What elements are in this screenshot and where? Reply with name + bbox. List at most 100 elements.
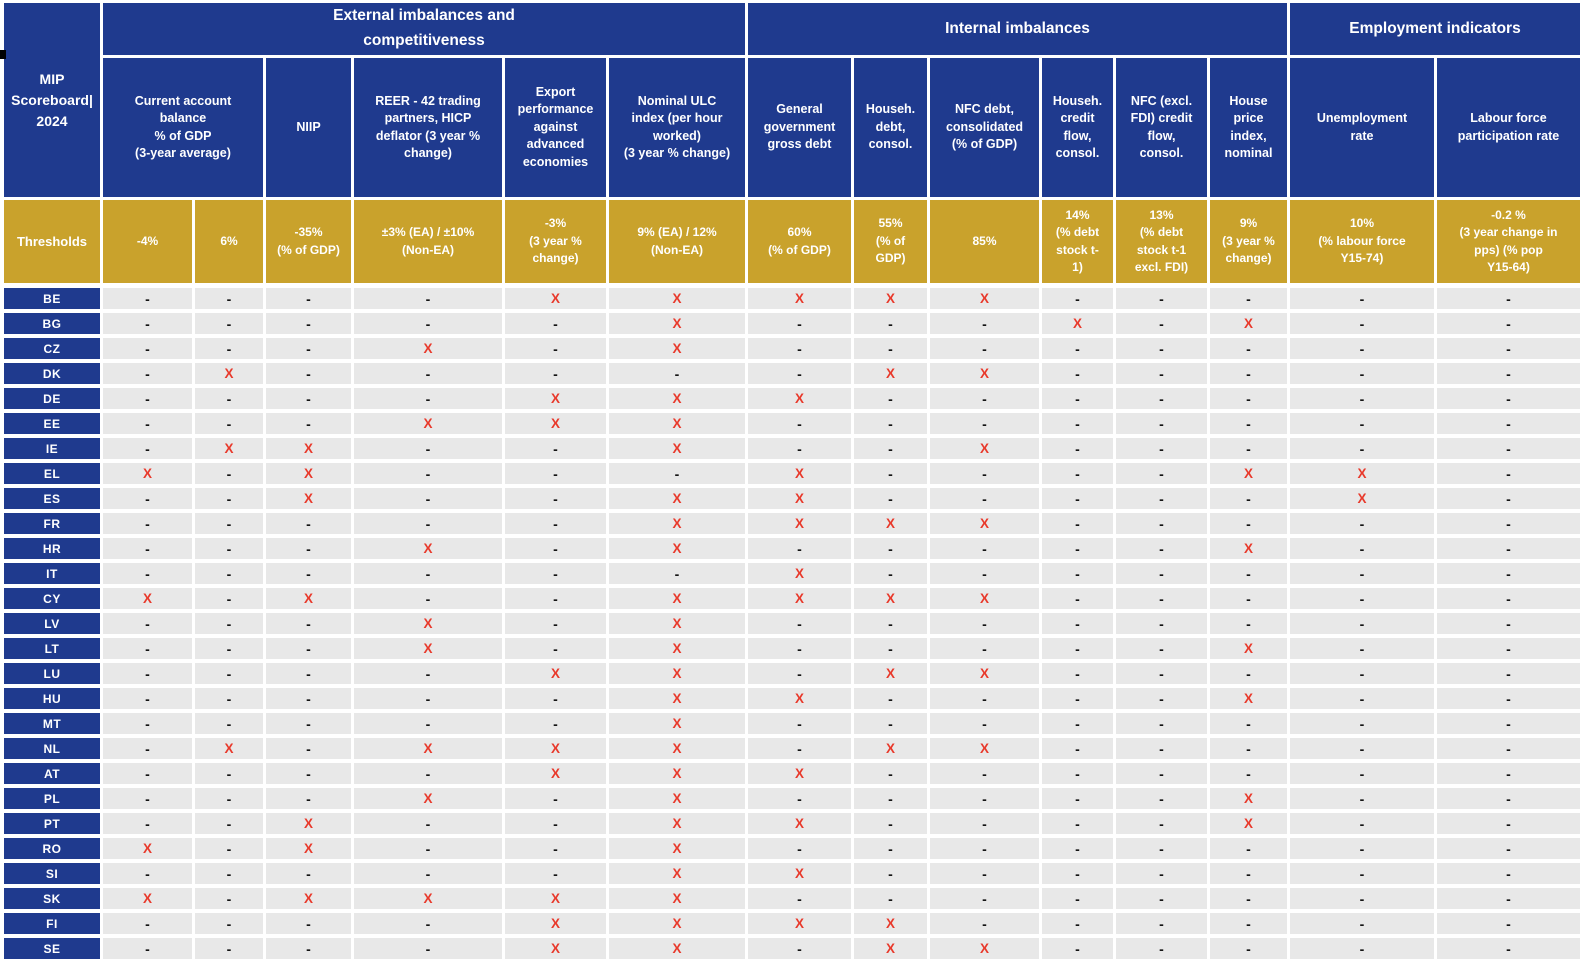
table-header: MIP Scoreboard| 2024 External imbalances… bbox=[4, 3, 1580, 283]
no-flag-cell: - bbox=[1042, 763, 1113, 784]
no-flag-cell: - bbox=[195, 563, 263, 584]
no-flag-cell: - bbox=[1210, 588, 1287, 609]
flag-cell: X bbox=[748, 688, 851, 709]
flag-cell: X bbox=[103, 888, 192, 909]
flag-cell: X bbox=[505, 388, 606, 409]
no-flag-cell: - bbox=[266, 938, 351, 959]
no-flag-cell: - bbox=[930, 413, 1039, 434]
no-flag-cell: - bbox=[1042, 888, 1113, 909]
flag-cell: X bbox=[354, 888, 502, 909]
no-flag-cell: - bbox=[1042, 863, 1113, 884]
no-flag-cell: - bbox=[1116, 913, 1207, 934]
no-flag-cell: - bbox=[103, 638, 192, 659]
table-title[interactable]: MIP Scoreboard| 2024 bbox=[4, 3, 100, 197]
no-flag-cell: - bbox=[103, 863, 192, 884]
table-row: CZ - - - X - X - - - - - - - - bbox=[4, 338, 1580, 359]
no-flag-cell: - bbox=[1210, 863, 1287, 884]
no-flag-cell: - bbox=[1042, 538, 1113, 559]
no-flag-cell: - bbox=[1210, 413, 1287, 434]
no-flag-cell: - bbox=[195, 588, 263, 609]
no-flag-cell: - bbox=[505, 438, 606, 459]
no-flag-cell: - bbox=[354, 863, 502, 884]
country-label: DK bbox=[4, 363, 100, 384]
col-header-niip: NIIP bbox=[266, 58, 351, 197]
flag-cell: X bbox=[354, 613, 502, 634]
no-flag-cell: - bbox=[1116, 363, 1207, 384]
table-row: EE - - - X X X - - - - - - - - bbox=[4, 413, 1580, 434]
flag-cell: X bbox=[1210, 538, 1287, 559]
no-flag-cell: - bbox=[103, 338, 192, 359]
no-flag-cell: - bbox=[1116, 438, 1207, 459]
no-flag-cell: - bbox=[1116, 613, 1207, 634]
no-flag-cell: - bbox=[854, 763, 927, 784]
flag-cell: X bbox=[930, 738, 1039, 759]
no-flag-cell: - bbox=[609, 463, 745, 484]
no-flag-cell: - bbox=[354, 288, 502, 309]
no-flag-cell: - bbox=[103, 438, 192, 459]
no-flag-cell: - bbox=[1437, 763, 1580, 784]
no-flag-cell: - bbox=[748, 413, 851, 434]
no-flag-cell: - bbox=[1437, 863, 1580, 884]
flag-cell: X bbox=[748, 463, 851, 484]
no-flag-cell: - bbox=[1210, 838, 1287, 859]
threshold-nfc-debt: 85% bbox=[930, 200, 1039, 283]
no-flag-cell: - bbox=[1042, 488, 1113, 509]
flag-cell: X bbox=[609, 738, 745, 759]
no-flag-cell: - bbox=[1437, 738, 1580, 759]
no-flag-cell: - bbox=[930, 913, 1039, 934]
no-flag-cell: - bbox=[195, 388, 263, 409]
no-flag-cell: - bbox=[1437, 363, 1580, 384]
no-flag-cell: - bbox=[1116, 688, 1207, 709]
no-flag-cell: - bbox=[266, 313, 351, 334]
no-flag-cell: - bbox=[505, 513, 606, 534]
no-flag-cell: - bbox=[930, 713, 1039, 734]
col-header-current-account: Current account balance % of GDP (3-year… bbox=[103, 58, 263, 197]
flag-cell: X bbox=[609, 663, 745, 684]
no-flag-cell: - bbox=[505, 613, 606, 634]
no-flag-cell: - bbox=[103, 488, 192, 509]
no-flag-cell: - bbox=[748, 338, 851, 359]
no-flag-cell: - bbox=[1042, 838, 1113, 859]
flag-cell: X bbox=[1210, 313, 1287, 334]
no-flag-cell: - bbox=[854, 313, 927, 334]
no-flag-cell: - bbox=[266, 763, 351, 784]
no-flag-cell: - bbox=[354, 313, 502, 334]
no-flag-cell: - bbox=[854, 788, 927, 809]
flag-cell: X bbox=[609, 713, 745, 734]
no-flag-cell: - bbox=[1290, 788, 1434, 809]
flag-cell: X bbox=[930, 363, 1039, 384]
country-label: EE bbox=[4, 413, 100, 434]
country-label: IE bbox=[4, 438, 100, 459]
no-flag-cell: - bbox=[354, 488, 502, 509]
flag-cell: X bbox=[609, 788, 745, 809]
no-flag-cell: - bbox=[1042, 688, 1113, 709]
table-row: DE - - - - X X X - - - - - - - bbox=[4, 388, 1580, 409]
flag-cell: X bbox=[609, 863, 745, 884]
flag-cell: X bbox=[748, 763, 851, 784]
no-flag-cell: - bbox=[748, 438, 851, 459]
no-flag-cell: - bbox=[748, 713, 851, 734]
no-flag-cell: - bbox=[354, 763, 502, 784]
country-label: HU bbox=[4, 688, 100, 709]
table-row: LV - - - X - X - - - - - - - - bbox=[4, 613, 1580, 634]
no-flag-cell: - bbox=[1437, 563, 1580, 584]
table-row: CY X - X - - X X X X - - - - - bbox=[4, 588, 1580, 609]
no-flag-cell: - bbox=[195, 338, 263, 359]
no-flag-cell: - bbox=[1042, 463, 1113, 484]
no-flag-cell: - bbox=[103, 688, 192, 709]
country-label: DE bbox=[4, 388, 100, 409]
no-flag-cell: - bbox=[195, 788, 263, 809]
no-flag-cell: - bbox=[266, 688, 351, 709]
no-flag-cell: - bbox=[1210, 613, 1287, 634]
flag-cell: X bbox=[609, 288, 745, 309]
country-label: FI bbox=[4, 913, 100, 934]
no-flag-cell: - bbox=[354, 813, 502, 834]
flag-cell: X bbox=[609, 438, 745, 459]
no-flag-cell: - bbox=[930, 463, 1039, 484]
no-flag-cell: - bbox=[1437, 313, 1580, 334]
flag-cell: X bbox=[195, 738, 263, 759]
no-flag-cell: - bbox=[1437, 663, 1580, 684]
flag-cell: X bbox=[354, 788, 502, 809]
flag-cell: X bbox=[1210, 813, 1287, 834]
no-flag-cell: - bbox=[854, 438, 927, 459]
